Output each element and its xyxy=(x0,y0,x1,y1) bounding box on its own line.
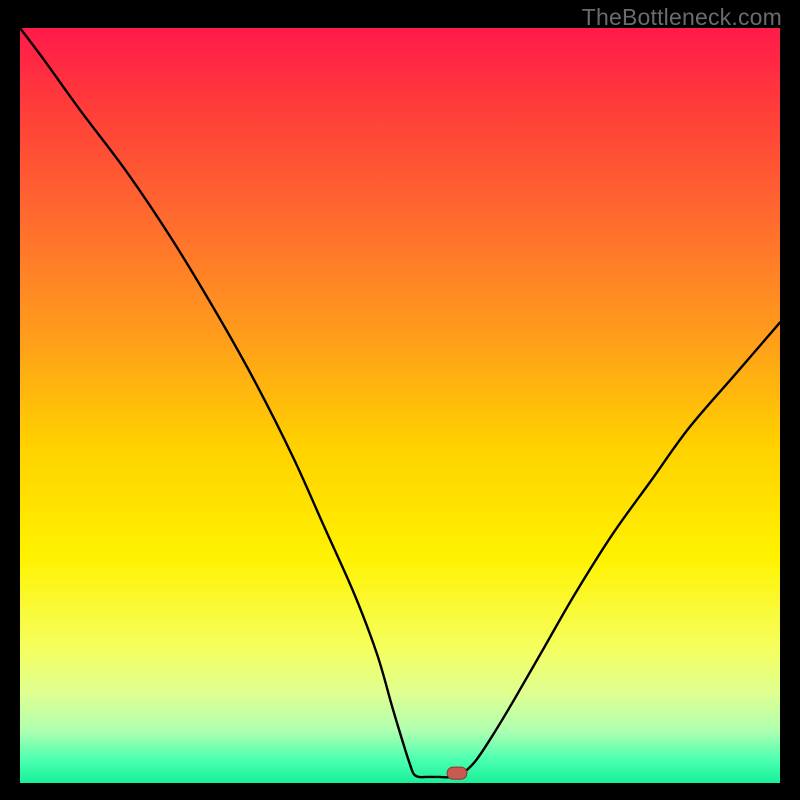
bottleneck-chart xyxy=(0,0,800,800)
watermark-text: TheBottleneck.com xyxy=(582,4,782,31)
chart-frame: TheBottleneck.com xyxy=(0,0,800,800)
optimum-marker xyxy=(447,767,467,779)
plot-background xyxy=(20,28,780,783)
